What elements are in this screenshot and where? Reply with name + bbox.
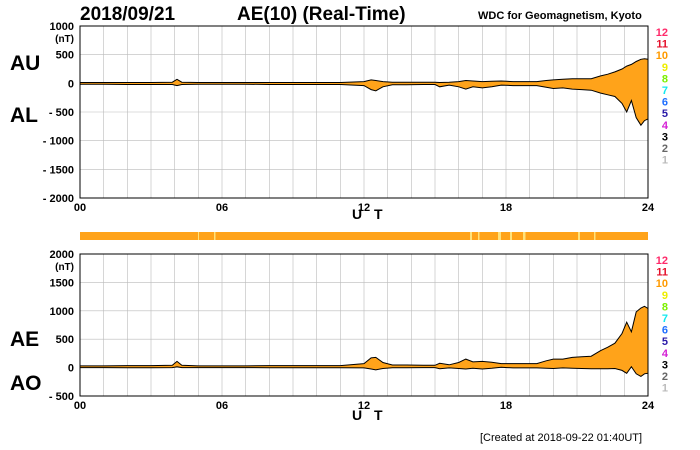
x-tick-label: 18 bbox=[500, 400, 512, 412]
station-availability-gap bbox=[578, 232, 580, 240]
x-tick-label: 06 bbox=[216, 202, 228, 214]
y-tick-label: 1000 bbox=[50, 21, 74, 33]
station-count-label: 7 bbox=[662, 85, 668, 97]
ae-series-label: AE bbox=[10, 328, 40, 351]
station-count-label: 11 bbox=[656, 267, 668, 279]
al-series-label: AL bbox=[10, 104, 38, 127]
series-line-ao bbox=[80, 365, 649, 377]
station-count-label: 10 bbox=[656, 50, 668, 62]
series-line-al bbox=[80, 83, 649, 127]
y-tick-label: 500 bbox=[56, 50, 74, 62]
x-tick-label: 12 bbox=[358, 202, 370, 214]
y-tick-label: - 500 bbox=[49, 391, 74, 403]
x-tick-label: 18 bbox=[500, 202, 512, 214]
station-count-label: 4 bbox=[662, 120, 669, 132]
station-availability-gap bbox=[523, 232, 526, 240]
station-count-label: 6 bbox=[662, 325, 668, 337]
x-tick-label: 12 bbox=[358, 400, 370, 412]
created-timestamp: [Created at 2018-09-22 01:40UT] bbox=[480, 432, 643, 444]
station-count-label: 7 bbox=[662, 313, 668, 325]
plot-frame bbox=[79, 253, 649, 397]
au-series-label: AU bbox=[10, 52, 41, 75]
y-tick-label: 500 bbox=[56, 334, 74, 346]
station-count-label: 11 bbox=[656, 39, 668, 51]
station-count-label: 8 bbox=[662, 73, 668, 85]
y-unit-label: (nT) bbox=[55, 262, 74, 273]
station-availability-gap bbox=[214, 232, 216, 240]
date-label: 2018/09/21 bbox=[80, 4, 176, 25]
series-line-au bbox=[80, 58, 649, 84]
station-availability-gap bbox=[510, 232, 512, 240]
source-label: WDC for Geomagnetism, Kyoto bbox=[478, 10, 642, 22]
y-tick-label: 0 bbox=[68, 363, 74, 375]
station-count-label: 2 bbox=[662, 371, 668, 383]
station-count-label: 10 bbox=[656, 278, 668, 290]
y-tick-label: 2000 bbox=[50, 249, 74, 261]
station-count-label: 6 bbox=[662, 97, 668, 109]
station-availability-gap bbox=[478, 232, 480, 240]
station-availability-bar bbox=[80, 232, 648, 240]
y-tick-label: - 1000 bbox=[43, 136, 74, 148]
station-count-label: 4 bbox=[662, 348, 669, 360]
station-availability-gap bbox=[198, 232, 199, 240]
station-count-label: 5 bbox=[662, 108, 668, 120]
y-tick-label: 1500 bbox=[50, 277, 74, 289]
station-count-label: 3 bbox=[662, 359, 668, 371]
x-tick-label: 24 bbox=[642, 400, 655, 412]
y-tick-label: - 2000 bbox=[43, 193, 74, 205]
y-tick-label: 0 bbox=[68, 78, 74, 90]
station-count-label: 12 bbox=[656, 27, 668, 39]
station-availability-gap bbox=[498, 232, 501, 240]
station-count-label: 1 bbox=[662, 155, 668, 167]
station-count-label: 2 bbox=[662, 143, 668, 155]
station-count-label: 5 bbox=[662, 336, 668, 348]
ao-series-label: AO bbox=[10, 372, 42, 395]
station-availability-gap bbox=[594, 232, 596, 240]
y-unit-label: (nT) bbox=[55, 34, 74, 45]
x-tick-label: 00 bbox=[74, 400, 86, 412]
series-line-ae bbox=[80, 305, 649, 367]
station-count-label: 9 bbox=[662, 62, 668, 74]
y-tick-label: 1000 bbox=[50, 306, 74, 318]
chart-title: AE(10) (Real-Time) bbox=[237, 4, 406, 25]
x-axis-label-top: U T bbox=[352, 206, 387, 222]
y-tick-label: - 1500 bbox=[43, 164, 74, 176]
station-availability-gap bbox=[470, 232, 472, 240]
station-count-label: 12 bbox=[656, 255, 668, 267]
x-tick-label: 00 bbox=[74, 202, 86, 214]
x-tick-label: 24 bbox=[642, 202, 655, 214]
station-count-label: 1 bbox=[662, 383, 668, 395]
plot-frame bbox=[79, 25, 649, 199]
y-tick-label: - 500 bbox=[49, 107, 74, 119]
x-axis-label-bottom: U T bbox=[352, 407, 387, 423]
station-count-label: 3 bbox=[662, 131, 668, 143]
x-tick-label: 06 bbox=[216, 400, 228, 412]
station-count-label: 9 bbox=[662, 290, 668, 302]
station-count-label: 8 bbox=[662, 301, 668, 313]
